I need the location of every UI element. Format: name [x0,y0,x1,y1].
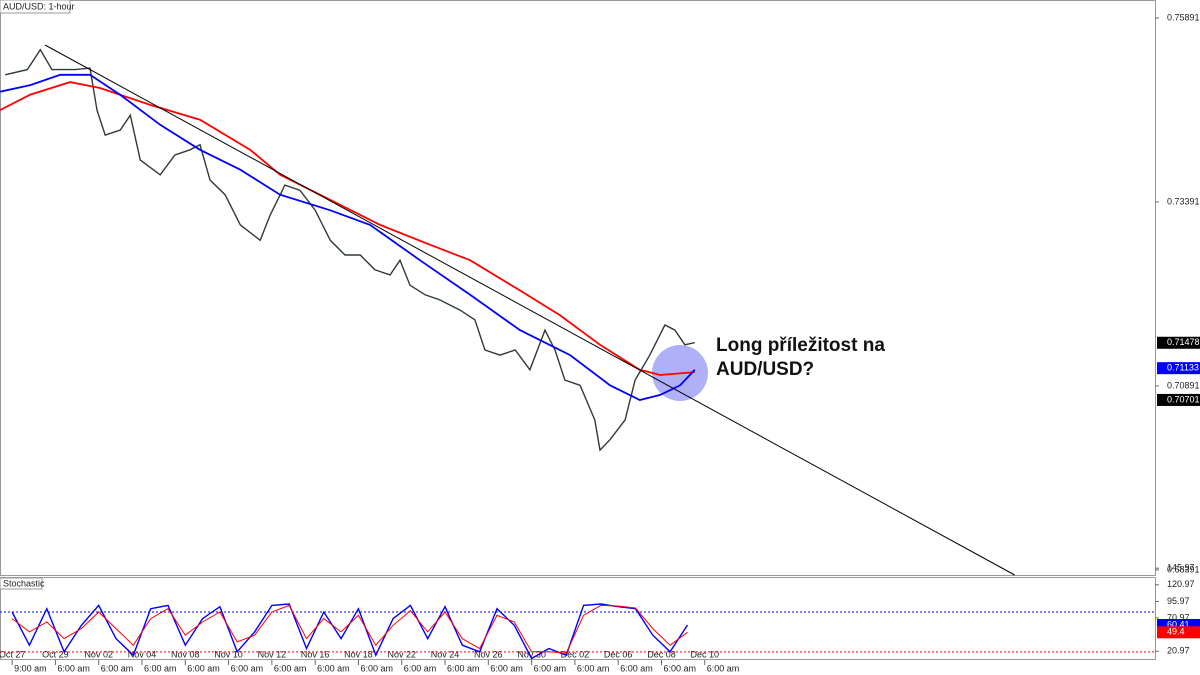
x-tick-label: Nov 30 [517,649,546,659]
price-tag-label: 0.71478 [1167,337,1200,347]
x-tick-time: 6:00 am [404,663,437,673]
y-tick-label: 20.97 [1167,646,1190,656]
x-tick-time: 6:00 am [57,663,90,673]
stoch-title-box [0,577,43,590]
price-tag [1157,626,1200,639]
y-tick-label: 0.73391 [1167,196,1200,206]
x-tick-label: Dec 10 [691,649,720,659]
stoch-frame [0,577,1156,660]
x-tick-label: Dec 08 [647,649,676,659]
trend-line [44,44,1015,576]
price-tag [1157,336,1200,349]
price-tag [1157,393,1200,406]
annotation: Long příležitost na [716,335,885,356]
x-tick-time: 6:00 am [577,663,610,673]
series-line [11,604,688,654]
x-tick-time: 9:00 am [14,663,47,673]
x-tick-time: 6:00 am [274,663,307,673]
title-box [0,0,71,14]
price-tag-label: 0.71133 [1167,363,1199,373]
x-tick-label: Oct 27 [0,649,25,659]
x-tick-label: Nov 24 [431,649,460,659]
x-tick-label: Nov 26 [474,649,503,659]
stoch-title: Stochastic [3,578,45,588]
price-tag-label: 49.4 [1167,627,1185,637]
x-tick-label: Nov 16 [301,649,330,659]
x-tick-time: 6:00 am [187,663,220,673]
x-tick-time: 6:00 am [707,663,740,673]
x-tick-time: 6:00 am [490,663,523,673]
price-tag-label: 60.41 [1167,619,1190,629]
x-tick-time: 6:00 am [101,663,134,673]
x-tick-label: Dec 06 [604,649,633,659]
chart-title: AUD/USD: 1-hour [3,1,75,11]
x-tick-label: Nov 22 [387,649,416,659]
y-tick-label: 95.97 [1167,596,1190,606]
price-tag [1157,362,1200,375]
x-tick-label: Nov 12 [258,649,287,659]
y-tick-label: 145.97 [1167,563,1195,573]
x-tick-time: 6:00 am [534,663,567,673]
x-tick-label: Nov 10 [214,649,243,659]
x-tick-label: Oct 29 [42,649,69,659]
price-tag-label: 0.70701 [1167,394,1200,404]
x-tick-time: 6:00 am [317,663,350,673]
x-tick-time: 6:00 am [360,663,393,673]
x-tick-label: Nov 02 [84,649,113,659]
annotation: AUD/USD? [716,359,814,380]
y-tick-label: 70.97 [1167,612,1190,622]
x-tick-label: Dec 02 [561,649,590,659]
x-tick-label: Nov 18 [344,649,373,659]
x-tick-time: 6:00 am [663,663,696,673]
x-tick-time: 6:00 am [144,663,177,673]
series-line [5,48,695,452]
x-tick-time: 6:00 am [231,663,264,673]
y-tick-label: 0.75891 [1167,12,1200,22]
x-tick-time: 6:00 am [620,663,653,673]
x-tick-time: 6:00 am [447,663,480,673]
x-tick-label: Nov 04 [128,649,157,659]
y-tick-label: 0.68391 [1167,564,1200,574]
series-line [0,73,696,401]
y-tick-label: 120.97 [1167,579,1195,589]
y-tick-label: 0.70891 [1167,380,1200,390]
series-line [0,81,695,376]
price-frame [0,0,1156,576]
x-tick-label: Nov 08 [171,649,200,659]
